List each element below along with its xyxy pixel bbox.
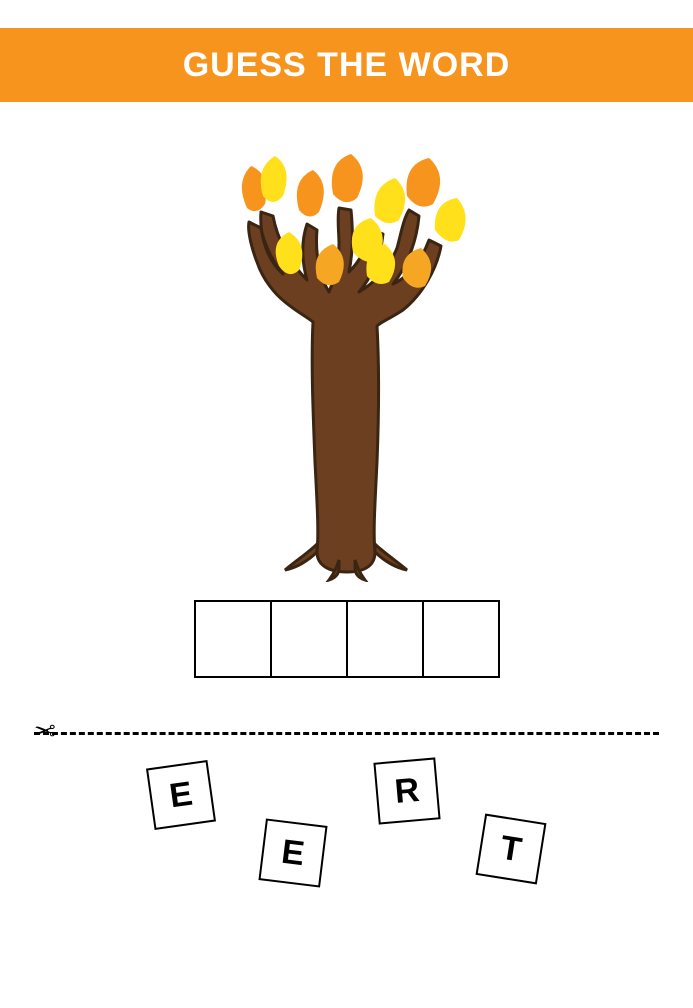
letter-tile[interactable]: R bbox=[373, 757, 440, 824]
letter-tile[interactable]: E bbox=[258, 818, 327, 887]
answer-slot[interactable] bbox=[346, 600, 424, 678]
page-title: GUESS THE WORD bbox=[183, 46, 511, 85]
letter-tile[interactable]: T bbox=[476, 814, 547, 885]
tree-illustration bbox=[0, 112, 693, 582]
header-bar: GUESS THE WORD bbox=[0, 28, 693, 102]
answer-slot[interactable] bbox=[270, 600, 348, 678]
letter-tile[interactable]: E bbox=[146, 760, 216, 830]
answer-slot[interactable] bbox=[194, 600, 272, 678]
answer-slots bbox=[0, 600, 693, 678]
cut-dashed-line bbox=[34, 732, 659, 735]
answer-slot[interactable] bbox=[422, 600, 500, 678]
cut-line-row: ✂ bbox=[0, 718, 693, 748]
autumn-tree-icon bbox=[167, 112, 527, 582]
letter-tiles-area: E E R T bbox=[0, 758, 693, 958]
